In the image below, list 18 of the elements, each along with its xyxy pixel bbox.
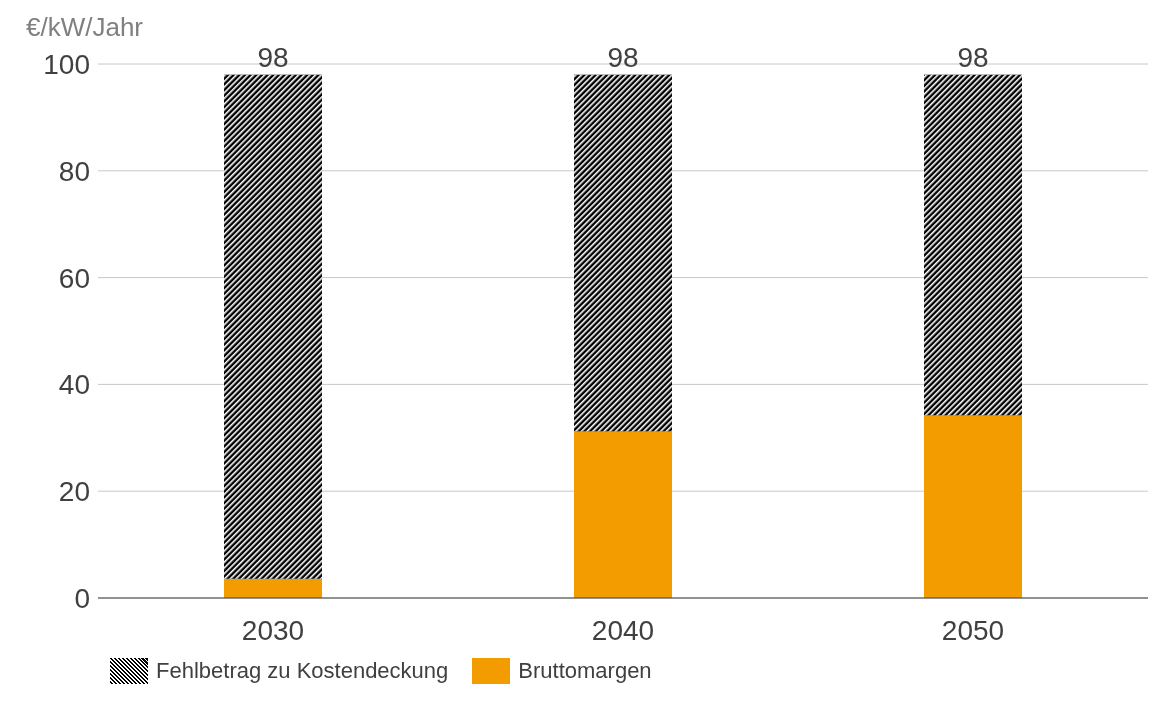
y-tick-label: 80 [58, 155, 90, 187]
y-tick-label: 60 [58, 262, 90, 294]
y-tick-label: 40 [58, 369, 90, 401]
legend-label: Fehlbetrag zu Kostendeckung [156, 658, 449, 684]
bar [224, 578, 322, 598]
y-tick-label: 0 [74, 582, 90, 614]
bar [574, 431, 672, 598]
bar [924, 415, 1022, 598]
y-tick-label: 100 [43, 48, 90, 80]
y-tick-label: 20 [58, 476, 90, 508]
x-tick-label: 2040 [591, 614, 655, 646]
legend-label: Bruttomargen [518, 658, 652, 684]
total-label: 98 [607, 41, 639, 73]
y-axis-title: €/kW/Jahr [26, 12, 144, 43]
x-tick-label: 2050 [941, 614, 1005, 646]
total-label: 98 [257, 41, 289, 73]
x-tick-label: 2030 [241, 614, 305, 646]
total-label: 98 [957, 41, 989, 73]
